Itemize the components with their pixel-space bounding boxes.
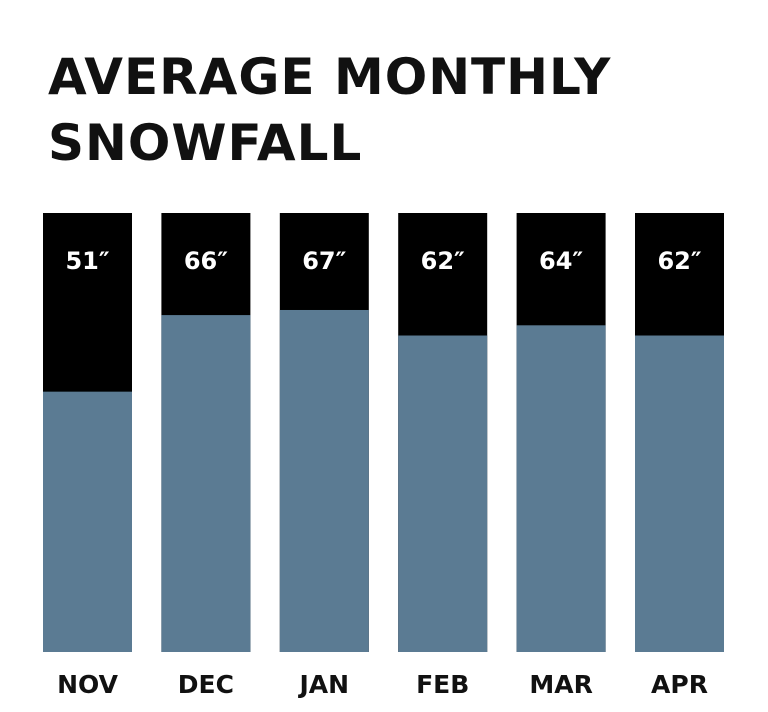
chart-title: AVERAGE MONTHLY SNOWFALL: [48, 48, 612, 172]
x-tick-label: DEC: [178, 670, 234, 699]
value-label: 51″: [65, 247, 109, 275]
x-tick-label: NOV: [57, 670, 119, 699]
x-tick-label: FEB: [416, 670, 469, 699]
bar: [398, 335, 488, 652]
x-tick-label: APR: [651, 670, 708, 699]
bar: [635, 335, 724, 652]
bar: [279, 309, 369, 652]
bar: [516, 325, 606, 652]
value-label: 67″: [302, 247, 346, 275]
value-label: 66″: [184, 247, 228, 275]
value-label: 62″: [657, 247, 701, 275]
bar: [161, 315, 251, 652]
x-tick-label: JAN: [298, 670, 350, 699]
x-tick-label: MAR: [529, 670, 592, 699]
bar: [43, 391, 132, 652]
value-label: 64″: [539, 247, 583, 275]
value-label: 62″: [421, 247, 465, 275]
